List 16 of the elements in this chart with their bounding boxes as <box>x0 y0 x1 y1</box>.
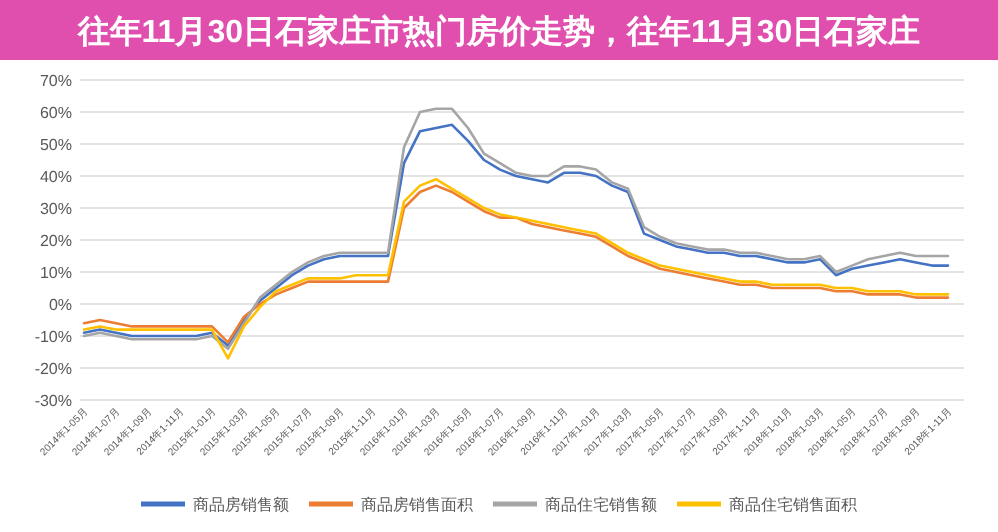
y-tick-label: 30% <box>39 200 72 218</box>
legend-label: 商品房销售额 <box>193 496 289 514</box>
y-tick-label: 60% <box>39 104 72 122</box>
chart-title: 往年11月30日石家庄市热门房价走势，往年11月30日石家庄 <box>75 12 921 50</box>
y-tick-label: 0% <box>48 296 72 314</box>
y-tick-label: 20% <box>39 232 72 250</box>
y-tick-label: 50% <box>39 136 72 154</box>
y-tick-label: -30% <box>34 392 72 410</box>
y-tick-label: 10% <box>39 264 72 282</box>
legend-label: 商品住宅销售面积 <box>729 496 857 514</box>
y-tick-label: 70% <box>39 72 72 90</box>
y-tick-label: 40% <box>39 168 72 186</box>
y-tick-label: -10% <box>34 328 72 346</box>
y-tick-label: -20% <box>34 360 72 378</box>
legend-label: 商品房销售面积 <box>361 496 473 514</box>
legend-label: 商品住宅销售额 <box>545 496 657 514</box>
